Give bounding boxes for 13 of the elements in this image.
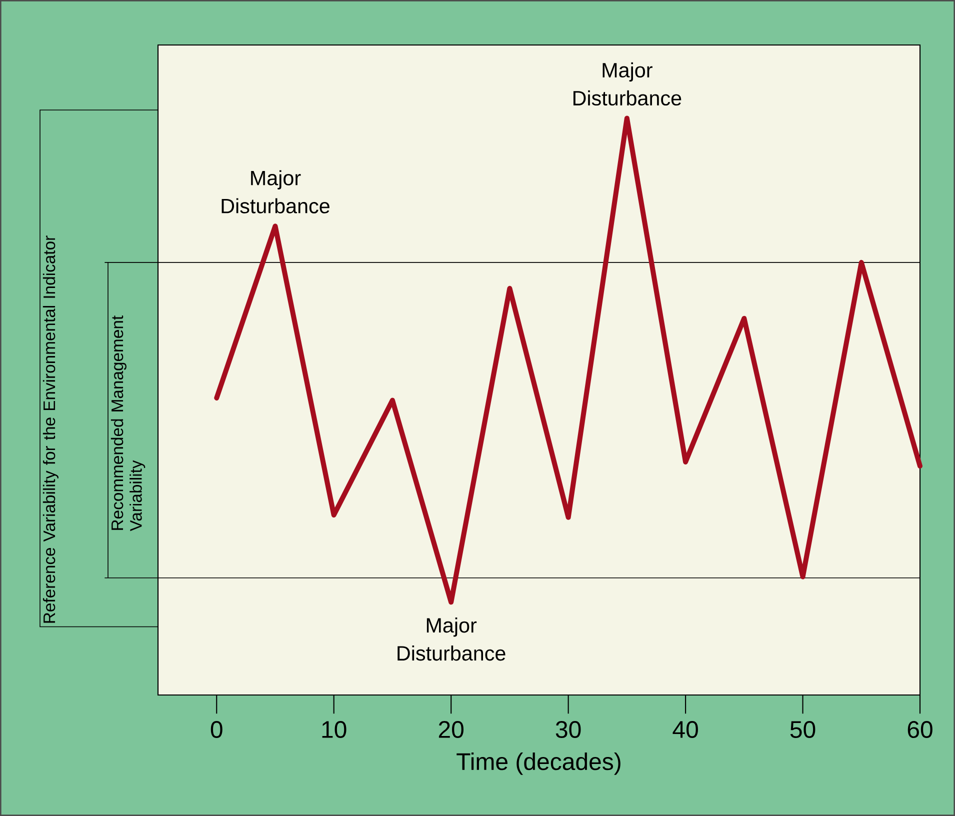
annotation: Major Disturbance	[573, 62, 682, 106]
annotation: Major Disturbance	[398, 618, 506, 661]
annotation: Major Disturbance	[222, 170, 330, 214]
x-tick-label: 30	[556, 721, 581, 738]
x-tick-label: 20	[438, 721, 464, 738]
x-axis-title: Time (decades)	[456, 752, 620, 775]
x-tick-label: 0	[210, 721, 222, 738]
text: Reference Variability for the Environmental Indicator	[42, 236, 58, 623]
x-tick-label: 60	[908, 721, 932, 738]
x-tick-label: 40	[672, 721, 698, 738]
x-tick-label: 10	[322, 721, 346, 738]
text: Recommended Management Variability	[110, 316, 146, 532]
x-tick-label: 50	[790, 721, 816, 738]
